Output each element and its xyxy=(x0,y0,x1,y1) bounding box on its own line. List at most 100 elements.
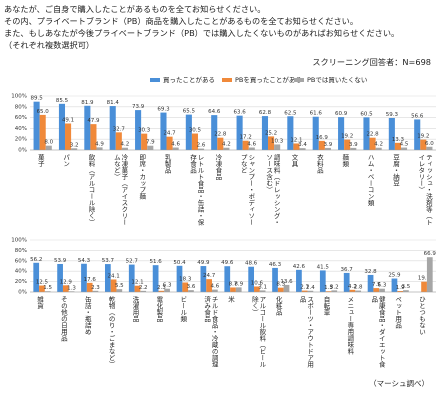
x-tick-label: パン xyxy=(61,154,70,167)
bar xyxy=(68,291,75,292)
x-tick-label: 自転車 xyxy=(322,296,331,316)
x-tick-label: 乾物（のり・ごまなど） xyxy=(107,296,116,368)
bar xyxy=(268,136,275,150)
bar xyxy=(299,148,306,150)
x-tick-label: レトルト食品・缶詰・保存食品 xyxy=(188,154,204,226)
x-tick-label: 飲料（アルコール除く） xyxy=(86,154,95,226)
value-label: 56.2 xyxy=(30,257,42,263)
value-label: 48.6 xyxy=(245,261,258,267)
legend-label: 買ったことがある xyxy=(163,76,215,84)
x-tick-label: メニュー専用調味料 xyxy=(345,296,354,355)
x-tick-label: 電化製品 xyxy=(154,296,163,322)
value-label: 63.6 xyxy=(233,110,246,116)
value-label: 4.6 xyxy=(171,142,180,148)
bar xyxy=(296,269,302,292)
bar xyxy=(235,287,242,292)
bar xyxy=(121,147,128,150)
value-label: 4.6 xyxy=(247,142,256,148)
bar xyxy=(109,106,116,150)
bar xyxy=(104,264,111,292)
value-label: 10.6 xyxy=(251,280,264,286)
bar xyxy=(116,289,123,292)
value-label: 8.3 xyxy=(276,282,285,288)
value-label: 18.3 xyxy=(179,276,192,282)
bar xyxy=(293,143,300,150)
value-label: 47.9 xyxy=(87,118,100,124)
bar xyxy=(110,279,117,292)
bar xyxy=(96,147,103,150)
bar xyxy=(182,282,189,292)
x-tick-label: 衣料品 xyxy=(315,154,324,174)
value-label: 2.2 xyxy=(139,285,148,291)
value-label: 52.7 xyxy=(126,259,139,265)
bar xyxy=(140,290,147,292)
value-label: 36.7 xyxy=(341,267,354,273)
value-label: 1.3 xyxy=(67,285,76,291)
bar xyxy=(375,147,382,150)
bar xyxy=(254,286,260,292)
value-label: 54.3 xyxy=(78,258,91,264)
bar xyxy=(65,123,72,150)
bar xyxy=(57,263,63,292)
bar xyxy=(261,116,269,150)
value-label: 24.7 xyxy=(163,131,176,137)
bar xyxy=(355,290,362,292)
x-tick-label: ハム・ベーコン類 xyxy=(366,154,375,206)
value-label: 49.9 xyxy=(197,260,210,266)
bar xyxy=(152,265,159,292)
value-label: 2.3 xyxy=(157,285,166,291)
bar xyxy=(135,110,142,150)
bar xyxy=(224,266,231,292)
value-label: 49.6 xyxy=(221,260,234,266)
value-label: 62.8 xyxy=(259,110,272,116)
bar xyxy=(242,140,249,150)
bar xyxy=(369,137,376,150)
value-label: 56.6 xyxy=(411,113,424,119)
value-label: 61.6 xyxy=(310,111,323,117)
bar xyxy=(217,137,224,150)
value-label: 12.5 xyxy=(36,280,49,286)
x-tick-label: 乳製品 xyxy=(163,154,172,174)
bar xyxy=(272,267,278,292)
bar xyxy=(39,285,45,292)
legend-item: 買ったことがある xyxy=(150,74,215,84)
value-label: 16.9 xyxy=(316,135,329,141)
value-label: 1.5 xyxy=(324,285,333,291)
y-tick-label: 100% xyxy=(11,94,27,100)
y-tick-label: 80% xyxy=(15,104,27,110)
bar xyxy=(134,285,141,292)
value-label: 2.4 xyxy=(306,285,315,291)
value-label: 4.5 xyxy=(400,142,409,148)
bar xyxy=(373,288,380,292)
value-label: 73.9 xyxy=(132,104,145,110)
value-label: 81.9 xyxy=(81,100,94,106)
value-label: 12.9 xyxy=(60,279,73,285)
bar xyxy=(319,270,326,292)
value-label: 12.1 xyxy=(131,280,143,286)
bar xyxy=(128,264,135,292)
bar xyxy=(414,119,421,150)
value-label: 19.8 xyxy=(418,276,431,282)
value-label: 60.5 xyxy=(360,111,373,117)
value-label: 60.9 xyxy=(335,111,348,117)
value-label: 2.7 xyxy=(300,285,309,291)
value-label: 2.6 xyxy=(197,143,206,149)
value-label: 8.0 xyxy=(44,140,53,146)
x-tick-label: スポーツ・アウトドア用品 xyxy=(298,296,314,368)
x-tick-label: 雑貨 xyxy=(35,296,44,309)
value-label: 13.3 xyxy=(392,137,405,143)
value-label: 50.4 xyxy=(173,260,186,266)
y-tick-label: 20% xyxy=(15,137,27,143)
value-label: 12.1 xyxy=(290,137,302,143)
bar xyxy=(92,290,99,292)
bar xyxy=(343,272,350,292)
value-label: 17.2 xyxy=(240,135,252,141)
value-label: 81.4 xyxy=(107,100,120,106)
x-tick-label: 冷凍菓子（アイスクリームなど） xyxy=(112,154,128,226)
bar xyxy=(90,124,97,150)
value-label: 2.8 xyxy=(354,285,363,291)
bar xyxy=(274,144,281,150)
value-label: 53.9 xyxy=(54,258,67,264)
bar xyxy=(164,288,170,292)
